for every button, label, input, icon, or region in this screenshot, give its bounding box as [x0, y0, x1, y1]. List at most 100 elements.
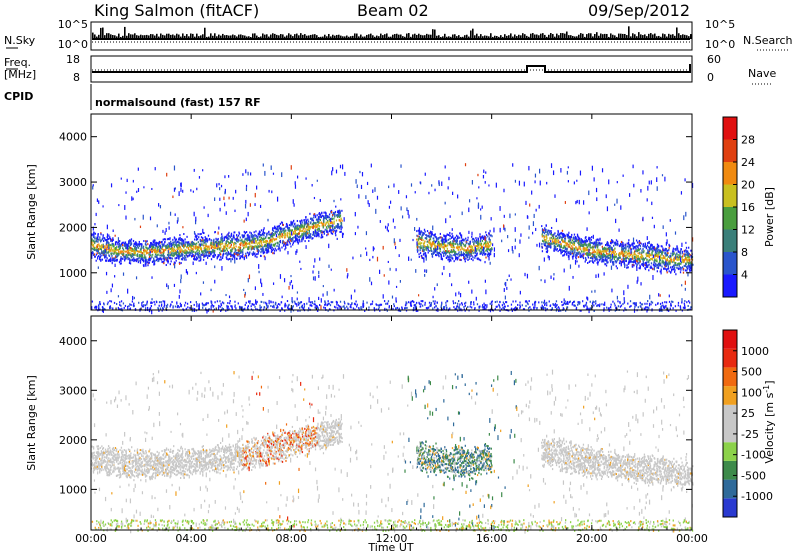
scatter-cell [420, 245, 422, 248]
scatter-cell [430, 231, 432, 234]
nsky-bar [612, 34, 614, 39]
scatter-cell [240, 242, 242, 245]
scatter-cell [478, 249, 480, 252]
scatter-cell [225, 247, 228, 250]
scatter-cell [437, 251, 440, 254]
scatter-cell [199, 238, 201, 241]
scatter-cell [458, 246, 461, 249]
nsky-bar [270, 34, 272, 39]
scatter-cell [557, 250, 559, 253]
scatter-cell [457, 243, 459, 246]
scatter-cell [269, 243, 271, 246]
scatter-cell [94, 248, 96, 251]
scatter-cell [134, 259, 136, 262]
scatter-cell [574, 249, 576, 252]
scatter-cell [321, 231, 323, 234]
scatter-cell [261, 244, 263, 247]
scatter-cell [633, 255, 636, 258]
scatter-cell [257, 235, 259, 238]
scatter-cell [285, 229, 287, 232]
nsky-bar [176, 33, 178, 39]
scatter-cell [233, 246, 236, 249]
scatter-cell [259, 234, 262, 237]
scatter-cell [576, 254, 578, 257]
scatter-cell [112, 239, 114, 242]
scatter-cell [157, 253, 159, 256]
scatter-cell [91, 247, 94, 250]
scatter-cell [153, 239, 155, 242]
scatter-cell [266, 251, 268, 254]
scatter-cell [103, 250, 106, 253]
scatter-cell [147, 261, 149, 264]
scatter-cell [332, 213, 334, 216]
scatter-cell [146, 251, 148, 254]
scatter-cell [200, 248, 203, 251]
scatter-cell [665, 248, 667, 251]
scatter-cell [587, 246, 589, 249]
scatter-cell [118, 242, 121, 245]
nsky-bar [350, 36, 352, 39]
scatter-cell [675, 247, 677, 250]
scatter-cell [418, 255, 420, 258]
scatter-cell [272, 227, 274, 230]
scatter-cell [448, 252, 450, 255]
scatter-cell [329, 224, 331, 227]
power-data [90, 163, 694, 315]
scatter-cell [182, 243, 184, 246]
scatter-cell [293, 236, 295, 239]
scatter-cell [429, 238, 432, 241]
scatter-cell [186, 241, 189, 244]
scatter-cell [253, 252, 255, 255]
scatter-cell [219, 251, 221, 254]
scatter-cell [445, 244, 448, 247]
scatter-cell [271, 231, 274, 234]
scatter-cell [176, 248, 178, 251]
scatter-cell [197, 241, 199, 244]
nsky-bar [646, 36, 648, 39]
scatter-cell [335, 225, 338, 228]
nsky-bar [596, 32, 598, 39]
scatter-cell [322, 223, 325, 226]
nsky-bar [168, 33, 170, 39]
scatter-cell [478, 244, 480, 247]
scatter-cell [184, 244, 186, 247]
scatter-cell [329, 228, 331, 231]
scatter-cell [129, 244, 132, 247]
scatter-cell [120, 251, 123, 254]
scatter-cell [308, 231, 310, 234]
scatter-cell [459, 253, 461, 256]
scatter-cell [122, 247, 124, 250]
scatter-cell [305, 221, 308, 224]
scatter-cell [216, 244, 219, 247]
nsky-bar [346, 35, 348, 39]
scatter-cell [458, 255, 460, 258]
scatter-cell [162, 249, 165, 252]
scatter-cell [450, 243, 452, 246]
nsky-bar [548, 34, 550, 39]
scatter-cell [97, 233, 99, 236]
scatter-cell [128, 253, 130, 256]
scatter-cell [326, 230, 328, 233]
scatter-cell [469, 249, 471, 252]
scatter-cell [284, 236, 286, 239]
scatter-cell [146, 249, 148, 252]
nsky-bar [620, 33, 622, 39]
scatter-cell [198, 256, 200, 259]
scatter-cell [317, 220, 319, 223]
scatter-cell [220, 258, 222, 261]
scatter-cell [213, 243, 215, 246]
scatter-cell [269, 239, 272, 242]
scatter-cell [488, 232, 490, 235]
scatter-cell [419, 242, 422, 245]
scatter-cell [580, 244, 582, 247]
scatter-cell [210, 252, 213, 255]
scatter-cell [550, 244, 552, 247]
scatter-cell [110, 253, 113, 256]
scatter-cell [123, 249, 125, 252]
scatter-cell [421, 255, 423, 258]
scatter-cell [193, 258, 195, 261]
scatter-cell [557, 239, 560, 242]
scatter-cell [251, 247, 254, 250]
scatter-cell [590, 241, 592, 244]
scatter-cell [254, 241, 256, 244]
